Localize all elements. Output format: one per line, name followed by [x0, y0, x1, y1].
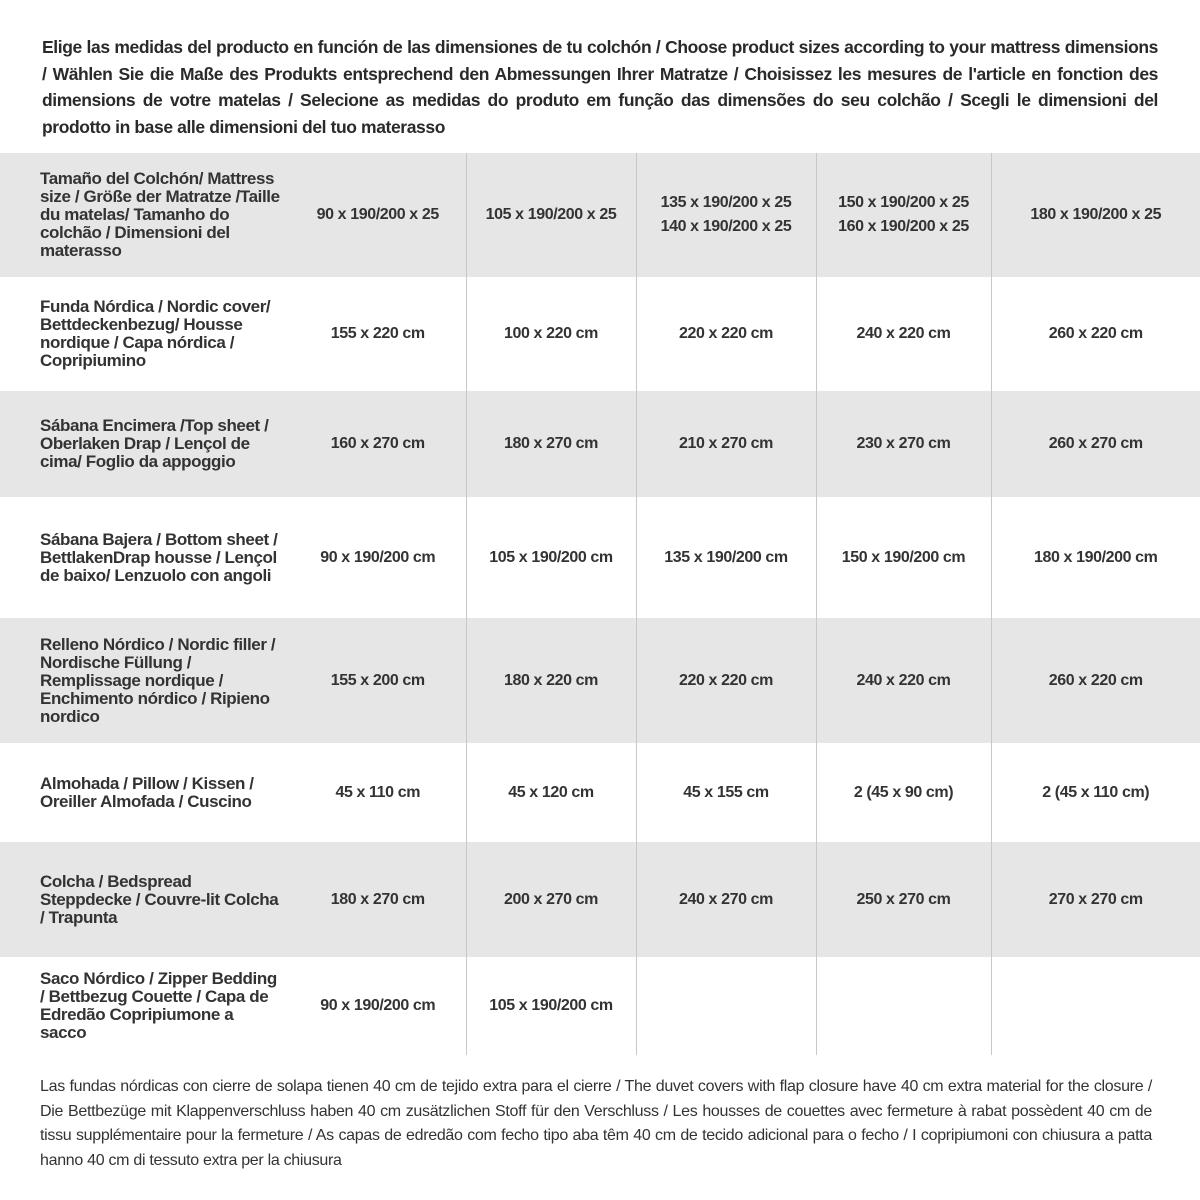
cell: 240 x 270 cm: [636, 842, 817, 957]
cell: 100 x 220 cm: [466, 277, 637, 391]
table-row: Almohada / Pillow / Kissen / Oreiller Al…: [0, 743, 1200, 842]
cell: 105 x 190/200 x 25: [466, 153, 637, 277]
size-line: 90 x 190/200 x 25: [316, 206, 440, 223]
cell: 240 x 220 cm: [816, 618, 992, 743]
row-label: Colcha / Bedspread Steppdecke / Couvre-l…: [40, 871, 279, 927]
cell: 45 x 120 cm: [466, 743, 637, 842]
cell: 210 x 270 cm: [636, 391, 817, 497]
intro-text: Elige las medidas del producto en funció…: [42, 37, 1158, 137]
cell: 135 x 190/200 cm: [636, 497, 817, 618]
cell: 260 x 220 cm: [1048, 325, 1143, 342]
row-label: Tamaño del Colchón/ Mattress size / Größ…: [40, 169, 280, 260]
cell: 135 x 190/200 x 25 140 x 190/200 x 25: [636, 153, 817, 277]
row-label: Almohada / Pillow / Kissen / Oreiller Al…: [40, 773, 254, 811]
size-line: 105 x 190/200 x 25: [485, 206, 617, 223]
cell: 90 x 190/200 x 25: [290, 153, 467, 277]
size-line: 140 x 190/200 x 25: [660, 218, 792, 235]
cell: 90 x 190/200 cm: [290, 957, 467, 1055]
cell: 150 x 190/200 cm: [816, 497, 992, 618]
cell: 270 x 270 cm: [1048, 890, 1143, 908]
cell: 260 x 270 cm: [1048, 435, 1143, 452]
cell: 220 x 220 cm: [636, 618, 817, 743]
cell: 180 x 220 cm: [466, 618, 637, 743]
table-row: Sábana Encimera /Top sheet / Oberlaken D…: [0, 391, 1200, 497]
cell: [991, 957, 1200, 1055]
cell: 45 x 155 cm: [636, 743, 817, 842]
cell: 2 (45 x 90 cm): [816, 743, 992, 842]
cell: 230 x 270 cm: [816, 391, 992, 497]
cell: 200 x 270 cm: [466, 842, 637, 957]
size-table: Tamaño del Colchón/ Mattress size / Größ…: [0, 153, 1200, 1055]
footer-note: Las fundas nórdicas con cierre de solapa…: [40, 1078, 1152, 1169]
size-line: 135 x 190/200 x 25: [660, 194, 792, 211]
cell: 180 x 190/200 cm: [1034, 548, 1158, 566]
table-row: Colcha / Bedspread Steppdecke / Couvre-l…: [0, 842, 1200, 957]
table-row: Saco Nórdico / Zipper Bedding / Bettbezu…: [0, 957, 1200, 1055]
cell: 160 x 270 cm: [290, 391, 467, 497]
size-line: 150 x 190/200 x 25: [838, 194, 969, 211]
table-row: Sábana Bajera / Bottom sheet / Bettlaken…: [0, 497, 1200, 618]
table-row: Relleno Nórdico / Nordic filler / Nordis…: [0, 618, 1200, 743]
cell: 250 x 270 cm: [816, 842, 992, 957]
table-row: Funda Nórdica / Nordic cover/ Bettdecken…: [0, 277, 1200, 391]
row-label: Saco Nórdico / Zipper Bedding / Bettbezu…: [40, 969, 277, 1042]
cell: 180 x 270 cm: [466, 391, 637, 497]
cell: [816, 957, 992, 1055]
cell: 45 x 110 cm: [290, 743, 467, 842]
cell: 155 x 200 cm: [290, 618, 467, 743]
cell: 180 x 190/200 x 25: [991, 153, 1200, 277]
row-label: Funda Nórdica / Nordic cover/ Bettdecken…: [40, 297, 271, 370]
cell: 105 x 190/200 cm: [466, 957, 637, 1055]
size-line: 160 x 190/200 x 25: [838, 218, 969, 235]
row-label: Relleno Nórdico / Nordic filler / Nordis…: [40, 634, 276, 726]
cell: [636, 957, 817, 1055]
cell: 2 (45 x 110 cm): [1042, 783, 1150, 801]
cell: 220 x 220 cm: [636, 277, 817, 391]
cell: 155 x 220 cm: [290, 277, 467, 391]
size-line: 180 x 190/200 x 25: [1030, 206, 1162, 223]
cell: 260 x 220 cm: [1048, 671, 1143, 689]
row-label: Sábana Bajera / Bottom sheet / Bettlaken…: [40, 529, 278, 585]
cell: 180 x 270 cm: [290, 842, 467, 957]
cell: 150 x 190/200 x 25 160 x 190/200 x 25: [816, 153, 992, 277]
row-label: Sábana Encimera /Top sheet / Oberlaken D…: [40, 416, 269, 471]
header-row: Tamaño del Colchón/ Mattress size / Größ…: [0, 153, 1200, 277]
cell: 105 x 190/200 cm: [466, 497, 637, 618]
cell: 90 x 190/200 cm: [290, 497, 467, 618]
cell: 240 x 220 cm: [816, 277, 992, 391]
